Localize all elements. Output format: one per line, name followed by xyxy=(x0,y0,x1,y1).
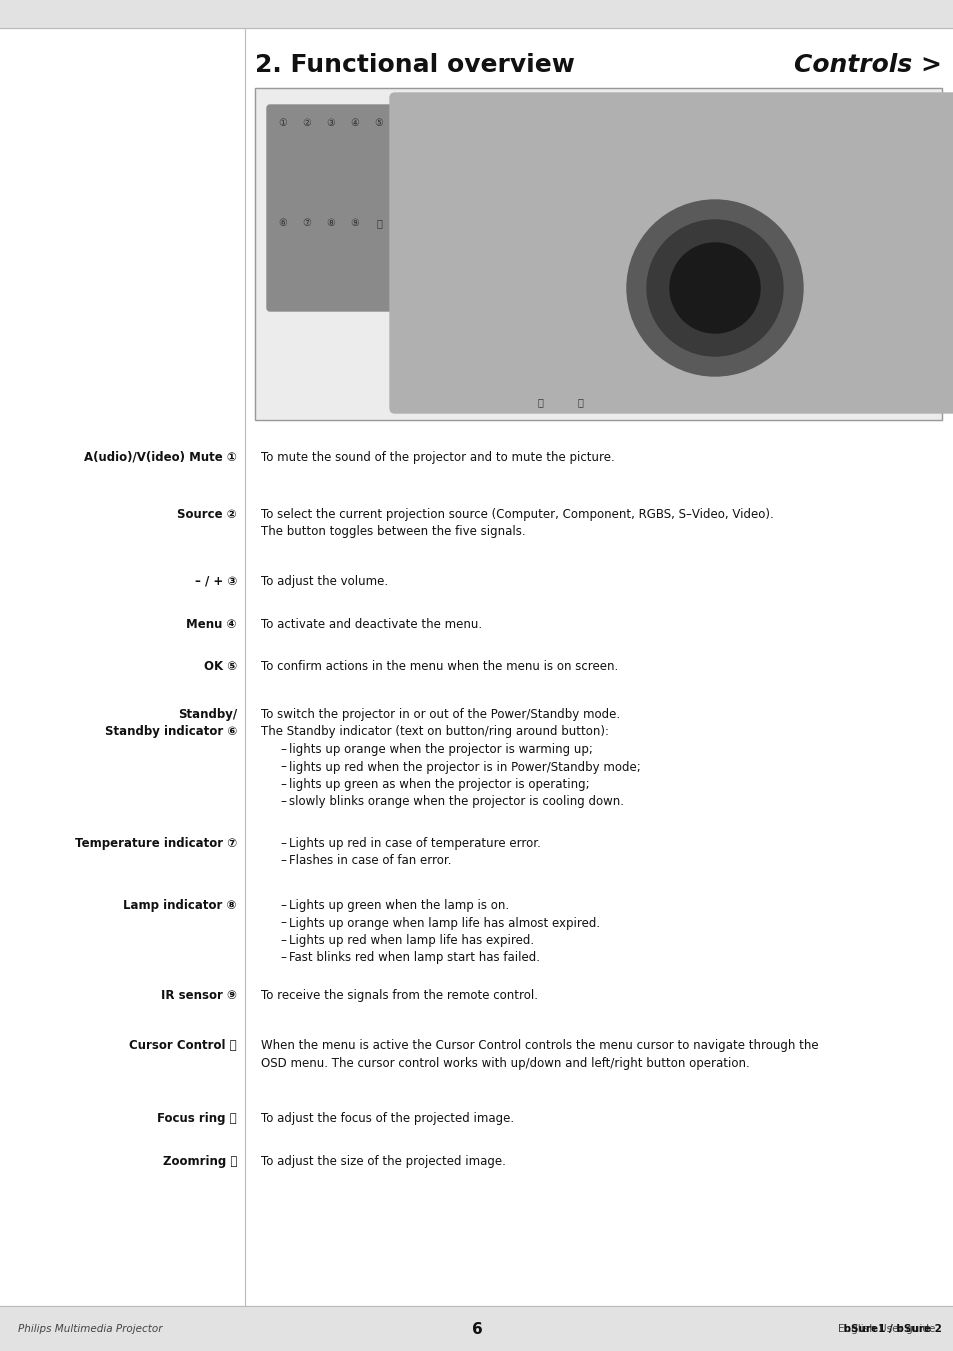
Text: ⑨: ⑨ xyxy=(351,218,359,228)
Text: Lights up orange when lamp life has almost expired.: Lights up orange when lamp life has almo… xyxy=(289,916,599,929)
Bar xyxy=(0,1306,953,1351)
Text: IR sensor ⑨: IR sensor ⑨ xyxy=(161,989,236,1002)
Text: Menu ④: Menu ④ xyxy=(186,617,236,631)
Text: –: – xyxy=(280,916,286,929)
Text: 2. Functional overview: 2. Functional overview xyxy=(254,53,575,77)
Text: lights up orange when the projector is warming up;: lights up orange when the projector is w… xyxy=(289,743,592,757)
Text: ⑦: ⑦ xyxy=(302,218,311,228)
Text: The button toggles between the five signals.: The button toggles between the five sign… xyxy=(261,526,525,539)
Text: To receive the signals from the remote control.: To receive the signals from the remote c… xyxy=(261,989,537,1002)
Text: –: – xyxy=(280,854,286,867)
Text: To adjust the volume.: To adjust the volume. xyxy=(261,576,388,588)
Text: To adjust the focus of the projected image.: To adjust the focus of the projected ima… xyxy=(261,1112,514,1125)
Text: ③: ③ xyxy=(326,118,335,128)
Text: Lights up red when lamp life has expired.: Lights up red when lamp life has expired… xyxy=(289,934,534,947)
Text: Lights up red in case of temperature error.: Lights up red in case of temperature err… xyxy=(289,838,540,850)
Text: –: – xyxy=(280,796,286,808)
Text: –: – xyxy=(280,778,286,790)
Text: Temperature indicator ⑦: Temperature indicator ⑦ xyxy=(74,838,236,850)
Text: –: – xyxy=(280,951,286,965)
Text: ②: ② xyxy=(302,118,311,128)
Bar xyxy=(254,88,941,420)
Text: 6: 6 xyxy=(471,1321,482,1336)
Circle shape xyxy=(669,243,760,332)
Text: –: – xyxy=(280,934,286,947)
Text: –: – xyxy=(280,838,286,850)
Text: A(udio)/V(ideo) Mute ①: A(udio)/V(ideo) Mute ① xyxy=(84,451,236,463)
Text: – / + ③: – / + ③ xyxy=(194,576,236,588)
Text: To confirm actions in the menu when the menu is on screen.: To confirm actions in the menu when the … xyxy=(261,661,618,673)
Text: ⑥: ⑥ xyxy=(278,218,287,228)
Text: lights up green as when the projector is operating;: lights up green as when the projector is… xyxy=(289,778,589,790)
Text: Standby/: Standby/ xyxy=(177,708,236,721)
Text: –: – xyxy=(280,743,286,757)
Text: OK ⑤: OK ⑤ xyxy=(204,661,236,673)
Text: To switch the projector in or out of the Power/Standby mode.: To switch the projector in or out of the… xyxy=(261,708,619,721)
FancyBboxPatch shape xyxy=(267,105,417,311)
Text: Zoomring ⑬: Zoomring ⑬ xyxy=(162,1155,236,1169)
Bar xyxy=(254,88,941,420)
Text: When the menu is active the Cursor Control controls the menu cursor to navigate : When the menu is active the Cursor Contr… xyxy=(261,1039,818,1052)
Text: Standby indicator ⑥: Standby indicator ⑥ xyxy=(105,725,236,739)
Text: The Standby indicator (text on button/ring around button):: The Standby indicator (text on button/ri… xyxy=(261,725,608,739)
Text: To adjust the size of the projected image.: To adjust the size of the projected imag… xyxy=(261,1155,505,1169)
Text: bSure1 / bSure 2: bSure1 / bSure 2 xyxy=(770,1324,941,1333)
Text: Controls >: Controls > xyxy=(793,53,941,77)
Text: slowly blinks orange when the projector is cooling down.: slowly blinks orange when the projector … xyxy=(289,796,623,808)
FancyBboxPatch shape xyxy=(390,93,953,413)
Text: Philips Multimedia Projector: Philips Multimedia Projector xyxy=(18,1324,162,1333)
Text: Lamp indicator ⑧: Lamp indicator ⑧ xyxy=(123,898,236,912)
Text: ⑧: ⑧ xyxy=(326,218,335,228)
Circle shape xyxy=(626,200,802,376)
Text: –: – xyxy=(280,761,286,774)
Text: English User guide: English User guide xyxy=(838,1324,941,1333)
Text: ⑪: ⑪ xyxy=(375,218,381,228)
Text: To mute the sound of the projector and to mute the picture.: To mute the sound of the projector and t… xyxy=(261,451,614,463)
Text: Flashes in case of fan error.: Flashes in case of fan error. xyxy=(289,854,451,867)
Text: Fast blinks red when lamp start has failed.: Fast blinks red when lamp start has fail… xyxy=(289,951,539,965)
Text: ⑫: ⑫ xyxy=(537,397,542,407)
Text: ④: ④ xyxy=(351,118,359,128)
Text: Lights up green when the lamp is on.: Lights up green when the lamp is on. xyxy=(289,898,509,912)
Text: Focus ring ⑫: Focus ring ⑫ xyxy=(157,1112,236,1125)
Text: To select the current projection source (Computer, Component, RGBS, S–Video, Vid: To select the current projection source … xyxy=(261,508,773,521)
Text: OSD menu. The cursor control works with up/down and left/right button operation.: OSD menu. The cursor control works with … xyxy=(261,1056,749,1070)
Circle shape xyxy=(646,220,782,357)
Text: ①: ① xyxy=(278,118,287,128)
Text: Source ②: Source ② xyxy=(177,508,236,521)
Text: ⑤: ⑤ xyxy=(375,118,383,128)
Text: To activate and deactivate the menu.: To activate and deactivate the menu. xyxy=(261,617,481,631)
Bar xyxy=(0,0,953,28)
Text: ⑬: ⑬ xyxy=(577,397,582,407)
Text: lights up red when the projector is in Power/Standby mode;: lights up red when the projector is in P… xyxy=(289,761,640,774)
Text: –: – xyxy=(280,898,286,912)
Text: Cursor Control ⑪: Cursor Control ⑪ xyxy=(130,1039,236,1052)
